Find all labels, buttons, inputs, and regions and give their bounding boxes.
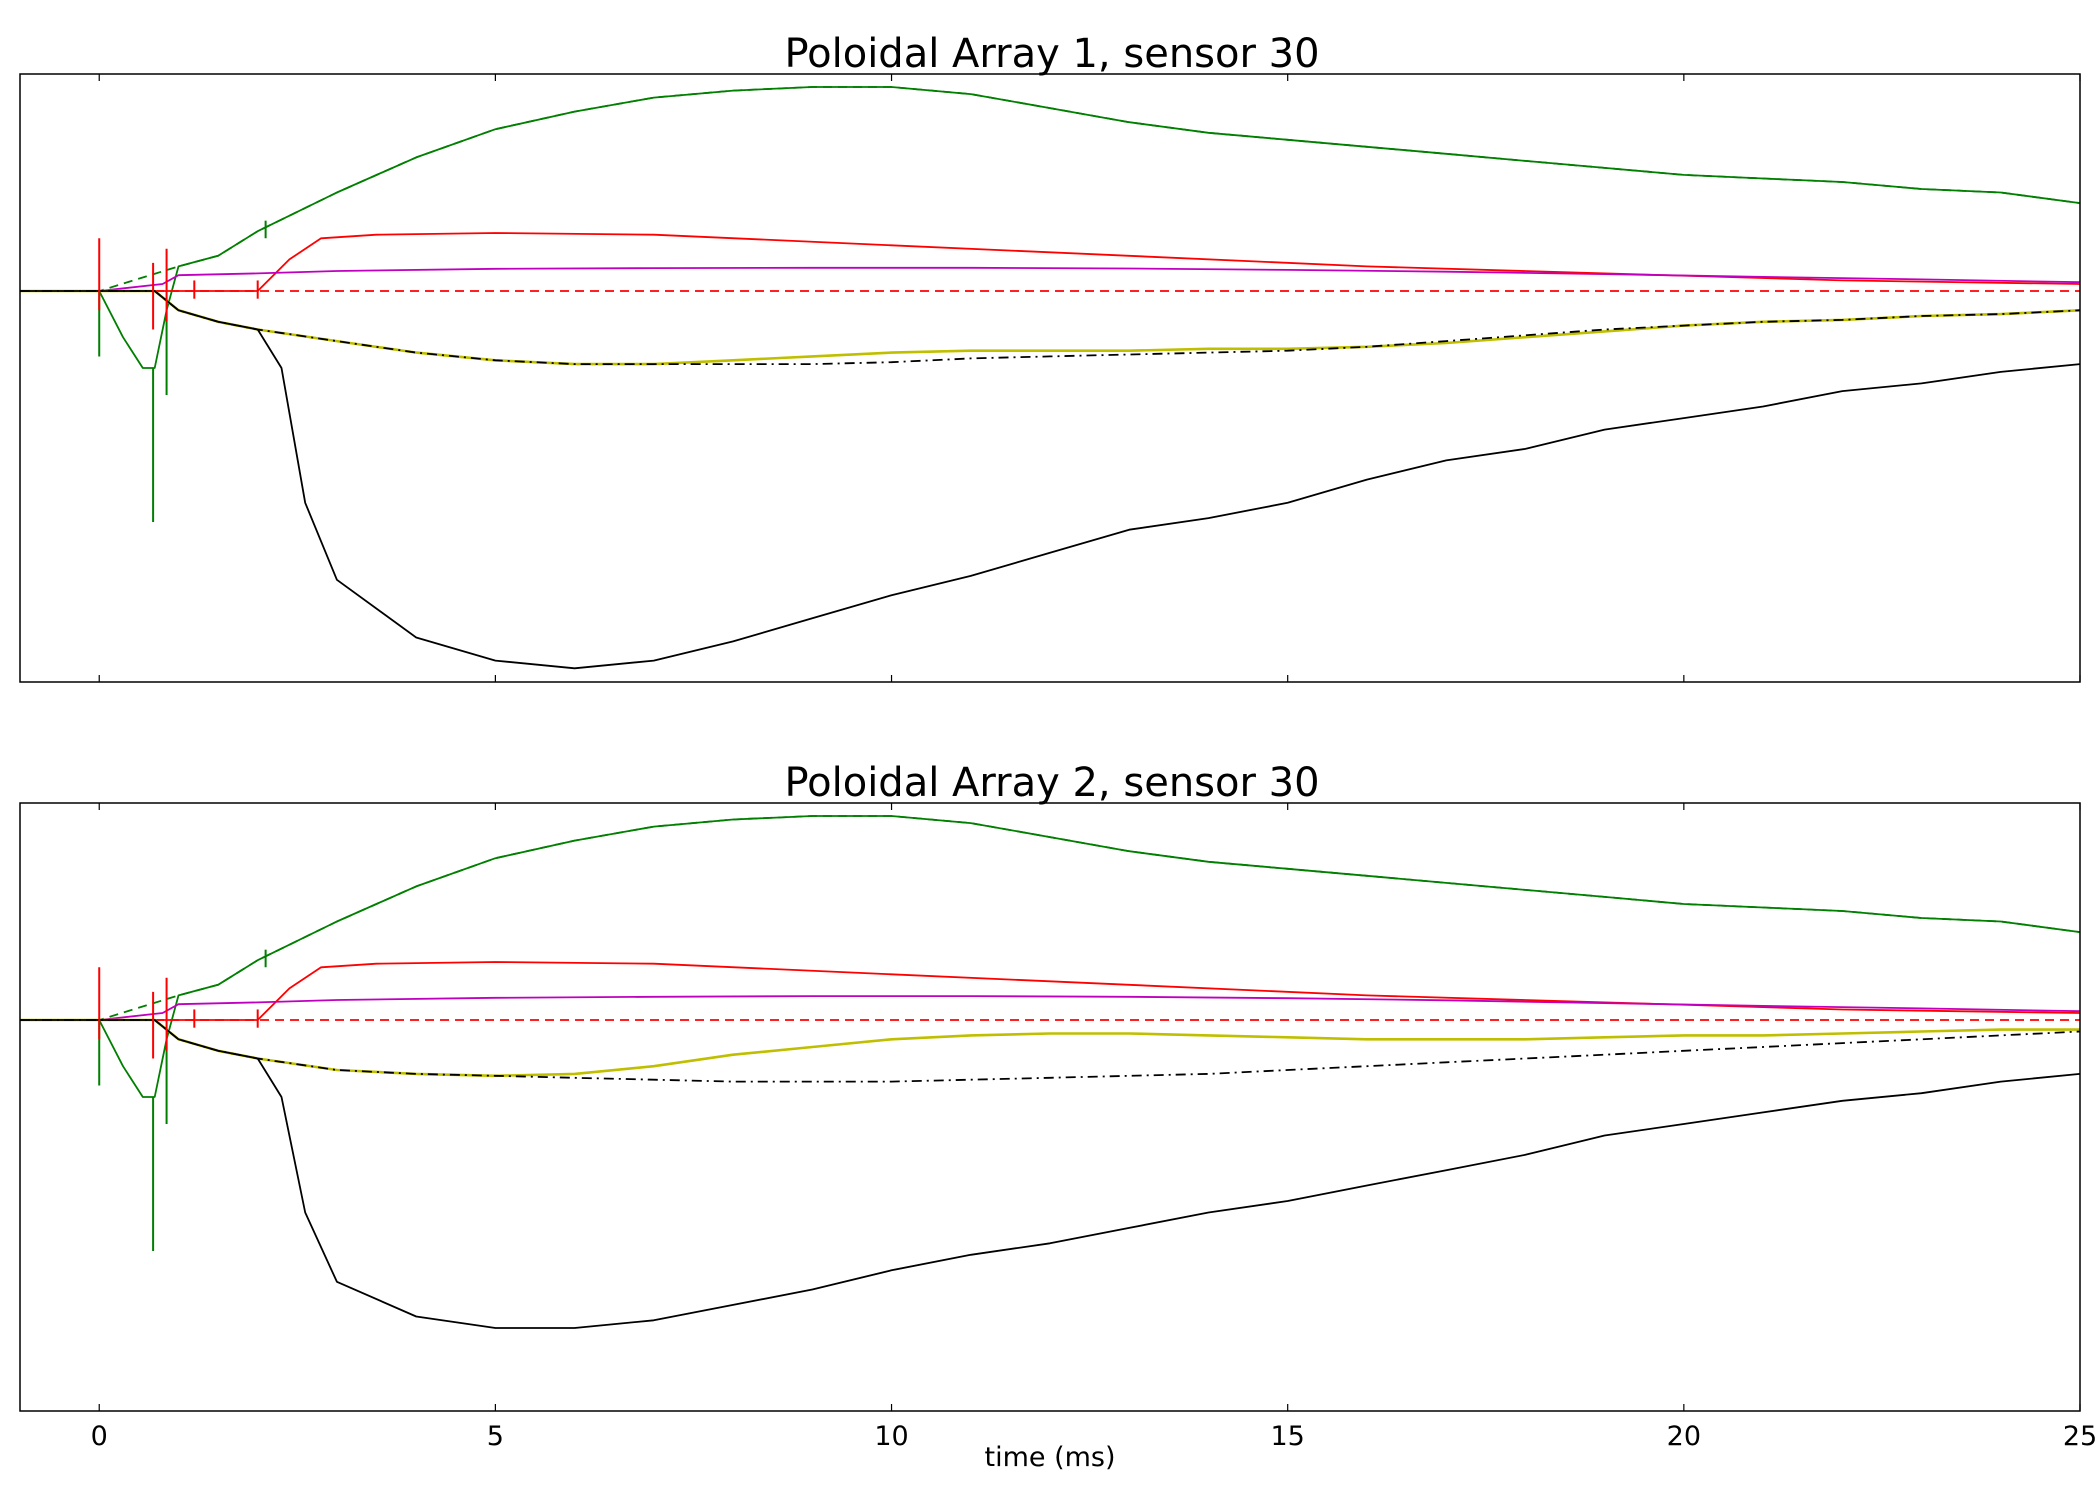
- series-green-dashed-line: [20, 86, 2081, 292]
- traces: [20, 86, 2081, 670]
- x-tick-label: 10: [874, 1421, 908, 1452]
- series-black-dashdot-line: [20, 1019, 2081, 1083]
- series-green-dashed-line: [20, 815, 2081, 1021]
- x-tick-label: 15: [1271, 1421, 1305, 1452]
- x-tick-label: 5: [487, 1421, 504, 1452]
- series-red-solid-line: [20, 232, 2081, 292]
- series-black-dashdot-line: [20, 290, 2081, 365]
- panel-title: Poloidal Array 2, sensor 30: [784, 760, 1319, 806]
- panel-title: Poloidal Array 1, sensor 30: [784, 31, 1319, 77]
- series-red-solid-line: [20, 961, 2081, 1021]
- series-magenta-solid-line: [20, 266, 2081, 292]
- x-axis-label: time (ms): [984, 1442, 1115, 1473]
- x-tick-label: 20: [1667, 1421, 1701, 1452]
- traces: [20, 815, 2081, 1329]
- x-tick-label: 25: [2063, 1421, 2097, 1452]
- panel-poloidal-array-2: Poloidal Array 2, sensor 30 0 5 10 15 20 25: [19, 760, 2097, 1452]
- x-ticks: 0 5 10 15 20 25: [91, 803, 2097, 1452]
- plot-frame: [19, 73, 2081, 683]
- x-ticks: [98, 74, 2081, 682]
- series-yellow-solid-line: [20, 289, 2081, 366]
- series-green-solid-line: [20, 86, 2081, 369]
- series-black-solid-line: [20, 1019, 2081, 1329]
- series-yellow-solid-line: [20, 1018, 2080, 1078]
- series-black-solid-line: [20, 290, 2081, 670]
- series-green-solid-line: [20, 815, 2081, 1098]
- series-magenta-solid-line: [20, 995, 2081, 1021]
- plot-frame: [19, 802, 2081, 1412]
- x-tick-label: 0: [91, 1421, 108, 1452]
- panel-poloidal-array-1: Poloidal Array 1, sensor 30: [19, 31, 2081, 683]
